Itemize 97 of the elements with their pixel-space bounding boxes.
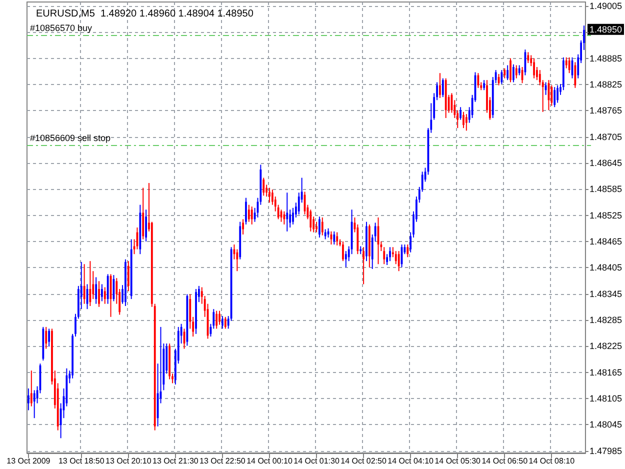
candlestick — [483, 80, 486, 91]
candlestick — [394, 250, 397, 265]
candlestick — [321, 216, 324, 236]
y-tick-label: 1.48825 — [589, 79, 622, 90]
candlestick — [389, 246, 391, 262]
candlestick — [554, 86, 556, 108]
candlestick — [518, 64, 520, 76]
candlestick — [28, 388, 30, 411]
candlestick — [344, 250, 347, 268]
candlestick — [342, 240, 344, 262]
candlestick — [556, 84, 558, 104]
candlestick — [500, 70, 503, 84]
candlestick — [30, 370, 32, 407]
ref-line-label: #10856609 sell stop — [30, 133, 111, 143]
candlestick — [250, 206, 253, 225]
y-tick-label: 1.48345 — [589, 288, 622, 299]
candlestick — [33, 390, 36, 419]
candlestick — [515, 64, 518, 79]
y-tick-label: 1.48885 — [589, 53, 622, 64]
y-tick-label: 1.48705 — [589, 132, 622, 142]
candlestick — [245, 197, 247, 225]
x-tick-label: 13 Oct 18:50 — [58, 456, 105, 466]
candlestick — [527, 52, 530, 64]
candlestick — [218, 310, 220, 326]
candlestick — [242, 218, 244, 235]
candlestick — [283, 210, 286, 225]
candlestick — [324, 228, 326, 240]
candlestick — [127, 260, 130, 292]
candlestick — [248, 204, 250, 222]
candlestick — [477, 72, 480, 88]
x-tick-label: 14 Oct 01:30 — [294, 456, 340, 466]
candlestick — [565, 56, 568, 69]
candlestick — [286, 192, 288, 232]
candlestick — [574, 62, 576, 88]
x-tick-label: 14 Oct 04:10 — [388, 456, 434, 466]
y-tick-label: 1.48525 — [589, 210, 622, 220]
x-tick-label: 14 Oct 05:30 — [434, 456, 482, 466]
candlestick — [222, 316, 224, 330]
candlestick — [95, 276, 98, 304]
candlestick — [504, 68, 506, 79]
candlestick — [406, 244, 409, 258]
y-tick-label: 1.48045 — [589, 420, 622, 430]
candlestick — [460, 106, 462, 120]
x-tick-label: 13 Oct 2009 — [6, 456, 51, 466]
candlestick — [98, 280, 100, 308]
y-tick-label: 1.48165 — [589, 367, 622, 378]
candlestick — [104, 286, 106, 304]
candlestick — [465, 114, 468, 132]
x-tick-label: 14 Oct 06:50 — [482, 456, 528, 466]
y-tick-label: 1.47985 — [589, 446, 622, 456]
x-tick-label: 14 Oct 02:50 — [340, 456, 388, 466]
candlestick — [333, 230, 336, 246]
candlestick — [45, 326, 48, 350]
y-tick-label: 1.48585 — [589, 184, 622, 194]
candlestick — [106, 274, 109, 304]
annotation: 1.48950 — [589, 24, 622, 34]
candlestick — [439, 72, 441, 98]
y-tick-label: 1.48225 — [589, 341, 622, 352]
candlestick — [262, 177, 265, 196]
y-tick-label: 1.48105 — [589, 393, 622, 404]
candlestick — [145, 209, 147, 242]
candlestick — [512, 64, 514, 83]
candlestick — [48, 328, 50, 348]
candlestick — [362, 246, 365, 285]
candlestick — [268, 187, 270, 204]
candlestick — [568, 56, 570, 74]
candlestick — [100, 284, 103, 302]
y-tick-label: 1.48285 — [589, 314, 622, 325]
x-tick-label: 14 Oct 00:10 — [246, 456, 293, 466]
candlestick — [533, 58, 535, 79]
x-tick-label: 14 Oct 08:10 — [528, 456, 576, 466]
candlestick — [142, 187, 144, 240]
candlestick — [89, 260, 92, 307]
candlestick — [310, 209, 312, 232]
y-tick-label: 1.48765 — [589, 106, 622, 116]
candlestick — [318, 216, 320, 238]
candlestick — [224, 316, 226, 330]
x-tick-label: 13 Oct 22:50 — [200, 456, 246, 466]
candlestick — [398, 250, 400, 272]
y-tick-label: 1.48645 — [589, 158, 622, 168]
candlestick — [442, 78, 444, 98]
y-tick-label: 1.49005 — [589, 0, 622, 11]
text: EURUSD,M5 1.48920 1.48960 1.48904 1.48950 — [36, 8, 254, 20]
candlestick — [216, 310, 218, 330]
candlestick — [83, 264, 86, 304]
candlestick — [336, 232, 338, 246]
candlestick — [236, 248, 238, 272]
x-tick-label: 13 Oct 21:30 — [152, 456, 199, 466]
y-tick-label: 1.48405 — [589, 262, 622, 273]
y-tick-label: 1.48465 — [589, 236, 622, 246]
candlestick — [316, 221, 318, 233]
x-tick-label: 13 Oct 20:10 — [106, 456, 152, 466]
candlestick — [462, 111, 464, 129]
candlestick — [383, 246, 386, 265]
ref-line-label: #10856570 buy — [30, 23, 93, 33]
candlestick — [506, 64, 509, 81]
candlestick — [510, 58, 512, 83]
